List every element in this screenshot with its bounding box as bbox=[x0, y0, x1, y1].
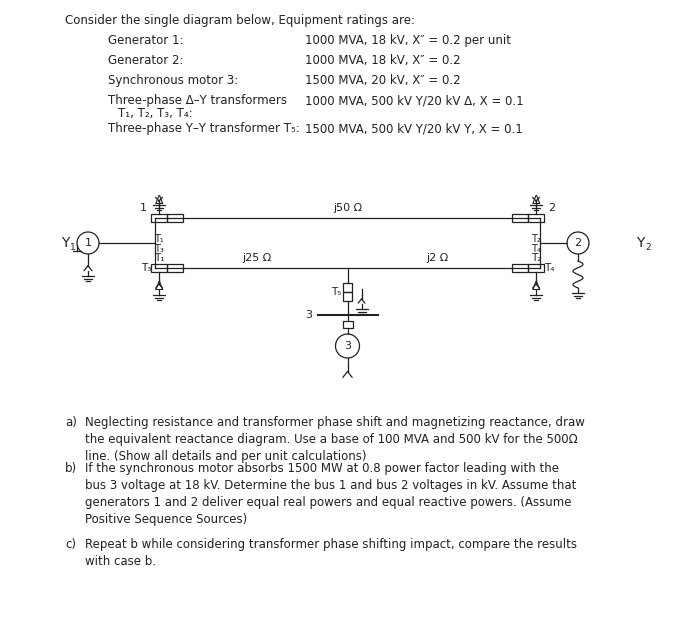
Text: 1000 MVA, 18 kV, X″ = 0.2: 1000 MVA, 18 kV, X″ = 0.2 bbox=[305, 54, 461, 67]
Text: T₁, T₂, T₃, T₄:: T₁, T₂, T₃, T₄: bbox=[118, 107, 192, 120]
Text: T₄: T₄ bbox=[544, 263, 554, 273]
Bar bbox=[528, 264, 544, 272]
Text: Three-phase Y–Y transformer T₅:: Three-phase Y–Y transformer T₅: bbox=[108, 122, 300, 135]
Text: Neglecting resistance and transformer phase shift and magnetizing reactance, dra: Neglecting resistance and transformer ph… bbox=[85, 416, 585, 463]
Text: Δ: Δ bbox=[155, 279, 163, 293]
Bar bbox=[512, 264, 528, 272]
Text: 1000 MVA, 18 kV, X″ = 0.2 per unit: 1000 MVA, 18 kV, X″ = 0.2 per unit bbox=[305, 34, 511, 47]
Text: b): b) bbox=[65, 462, 77, 475]
Text: j50 Ω: j50 Ω bbox=[333, 203, 362, 213]
Text: T₁: T₁ bbox=[154, 234, 164, 244]
Text: Three-phase Δ–Y transformers: Three-phase Δ–Y transformers bbox=[108, 94, 287, 107]
Text: Consider the single diagram below, Equipment ratings are:: Consider the single diagram below, Equip… bbox=[65, 14, 415, 27]
Text: T₂: T₂ bbox=[531, 253, 541, 263]
Bar bbox=[512, 214, 528, 222]
Text: 1: 1 bbox=[70, 243, 76, 252]
Text: 2: 2 bbox=[575, 238, 582, 248]
Text: Y: Y bbox=[61, 236, 69, 250]
Text: T₃: T₃ bbox=[141, 263, 151, 273]
Text: j2 Ω: j2 Ω bbox=[426, 253, 449, 263]
Text: Repeat b while considering transformer phase shifting impact, compare the result: Repeat b while considering transformer p… bbox=[85, 538, 577, 568]
Text: T₅: T₅ bbox=[330, 287, 341, 297]
Text: 2: 2 bbox=[645, 243, 650, 252]
Bar bbox=[342, 321, 353, 328]
Text: 1500 MVA, 20 kV, X″ = 0.2: 1500 MVA, 20 kV, X″ = 0.2 bbox=[305, 74, 461, 87]
Text: Δ: Δ bbox=[155, 194, 163, 206]
Text: j25 Ω: j25 Ω bbox=[243, 253, 272, 263]
Text: T₃: T₃ bbox=[154, 244, 164, 254]
Text: 2: 2 bbox=[548, 203, 555, 213]
Text: Synchronous motor 3:: Synchronous motor 3: bbox=[108, 74, 238, 87]
Text: a): a) bbox=[65, 416, 77, 429]
Bar bbox=[167, 264, 183, 272]
Text: c): c) bbox=[65, 538, 76, 551]
Bar bbox=[151, 214, 167, 222]
Text: Δ: Δ bbox=[532, 279, 540, 293]
Text: 1000 MVA, 500 kV Y/20 kV Δ, X = 0.1: 1000 MVA, 500 kV Y/20 kV Δ, X = 0.1 bbox=[305, 94, 524, 107]
Text: 1500 MVA, 500 kV Y/20 kV Y, X = 0.1: 1500 MVA, 500 kV Y/20 kV Y, X = 0.1 bbox=[305, 122, 523, 135]
Text: Generator 2:: Generator 2: bbox=[108, 54, 183, 67]
Text: Generator 1:: Generator 1: bbox=[108, 34, 183, 47]
Bar bbox=[167, 214, 183, 222]
Bar bbox=[528, 214, 544, 222]
Text: Δ: Δ bbox=[532, 194, 540, 206]
Text: T₄: T₄ bbox=[531, 244, 541, 254]
Text: T₁: T₁ bbox=[154, 253, 164, 263]
Text: 1: 1 bbox=[85, 238, 92, 248]
Text: 3: 3 bbox=[305, 310, 312, 320]
Bar bbox=[343, 283, 352, 292]
Text: T₂: T₂ bbox=[531, 234, 541, 244]
Text: If the synchronous motor absorbs 1500 MW at 0.8 power factor leading with the
bu: If the synchronous motor absorbs 1500 MW… bbox=[85, 462, 576, 526]
Bar bbox=[151, 264, 167, 272]
Text: Y: Y bbox=[636, 236, 644, 250]
Text: 3: 3 bbox=[344, 341, 351, 351]
Bar bbox=[343, 292, 352, 301]
Text: 1: 1 bbox=[140, 203, 147, 213]
